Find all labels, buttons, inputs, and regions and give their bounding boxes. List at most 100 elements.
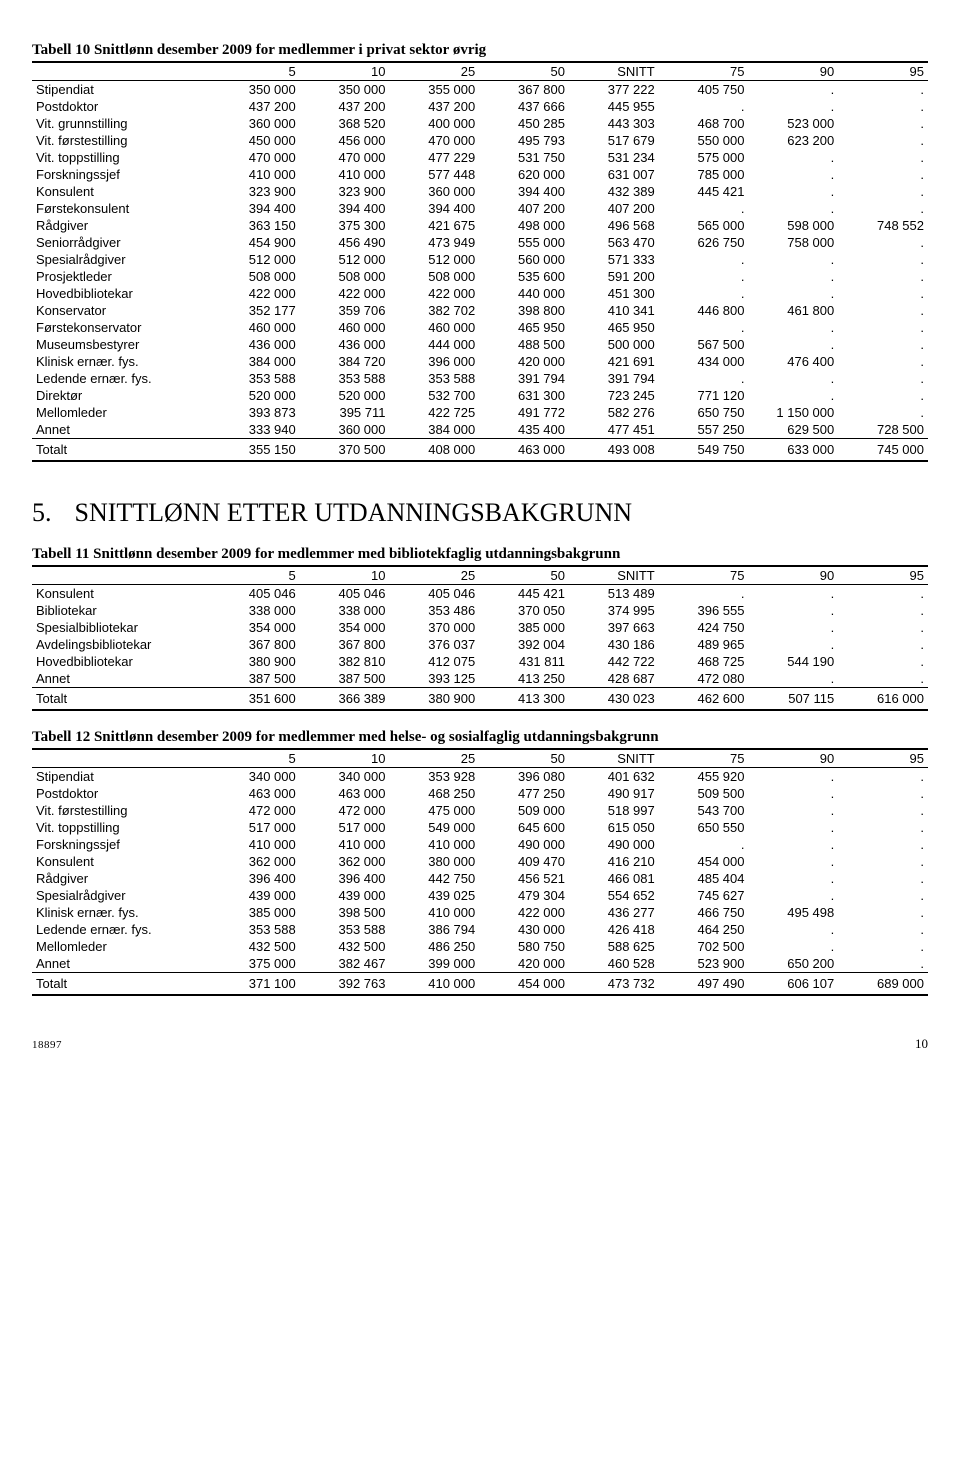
cell: 496 568 <box>569 217 659 234</box>
cell: 410 000 <box>390 904 480 921</box>
cell: . <box>838 887 928 904</box>
cell: 490 000 <box>569 836 659 853</box>
cell: 531 234 <box>569 149 659 166</box>
cell: 410 000 <box>300 836 390 853</box>
cell: 375 000 <box>210 955 300 973</box>
cell: 432 500 <box>300 938 390 955</box>
cell: 477 451 <box>569 421 659 439</box>
cell: 523 000 <box>749 115 839 132</box>
cell: Avdelingsbibliotekar <box>32 636 210 653</box>
cell: 380 900 <box>390 688 480 711</box>
cell: 460 000 <box>390 319 480 336</box>
cell: . <box>749 285 839 302</box>
table-row: Konsulent405 046405 046405 046445 421513… <box>32 585 928 603</box>
col-header: 95 <box>838 566 928 585</box>
cell: 432 389 <box>569 183 659 200</box>
table-row: Rådgiver363 150375 300421 675498 000496 … <box>32 217 928 234</box>
cell: 470 000 <box>390 132 480 149</box>
cell: 382 810 <box>300 653 390 670</box>
cell: . <box>838 921 928 938</box>
cell: . <box>749 921 839 938</box>
cell: . <box>749 887 839 904</box>
cell: 512 000 <box>210 251 300 268</box>
table-row: Stipendiat350 000350 000355 000367 80037… <box>32 81 928 99</box>
cell: Konsulent <box>32 585 210 603</box>
cell: 465 950 <box>569 319 659 336</box>
cell: . <box>838 404 928 421</box>
cell: Spesialbibliotekar <box>32 619 210 636</box>
cell: 549 750 <box>659 439 749 462</box>
cell: . <box>749 166 839 183</box>
cell: 633 000 <box>749 439 839 462</box>
cell: 422 000 <box>390 285 480 302</box>
cell: 554 652 <box>569 887 659 904</box>
cell: 645 600 <box>479 819 569 836</box>
cell: . <box>838 81 928 99</box>
cell: 422 000 <box>479 904 569 921</box>
cell: . <box>659 98 749 115</box>
cell: 520 000 <box>210 387 300 404</box>
cell: 477 250 <box>479 785 569 802</box>
cell: . <box>838 149 928 166</box>
cell: . <box>749 183 839 200</box>
cell: 396 555 <box>659 602 749 619</box>
cell: . <box>749 370 839 387</box>
cell: 486 250 <box>390 938 480 955</box>
cell: 350 000 <box>300 81 390 99</box>
cell: 439 025 <box>390 887 480 904</box>
cell: Forskningssjef <box>32 166 210 183</box>
cell: Totalt <box>32 688 210 711</box>
cell: 454 000 <box>479 973 569 996</box>
footer-page-number: 10 <box>915 1036 928 1052</box>
total-row: Totalt355 150370 500408 000463 000493 00… <box>32 439 928 462</box>
cell: Vit. førstestilling <box>32 132 210 149</box>
col-header <box>32 62 210 81</box>
cell: 517 000 <box>210 819 300 836</box>
col-header: 90 <box>749 749 839 768</box>
table-row: Mellomleder393 873395 711422 725491 7725… <box>32 404 928 421</box>
table-row: Spesialbibliotekar354 000354 000370 0003… <box>32 619 928 636</box>
cell: 523 900 <box>659 955 749 973</box>
cell: Direktør <box>32 387 210 404</box>
cell: 386 794 <box>390 921 480 938</box>
cell: Annet <box>32 421 210 439</box>
col-header: 95 <box>838 749 928 768</box>
col-header: 10 <box>300 749 390 768</box>
cell: . <box>838 602 928 619</box>
cell: Ledende ernær. fys. <box>32 370 210 387</box>
cell: 446 800 <box>659 302 749 319</box>
cell: 398 800 <box>479 302 569 319</box>
cell: 413 250 <box>479 670 569 688</box>
cell: 354 000 <box>210 619 300 636</box>
table-row: Forskningssjef410 000410 000410 000490 0… <box>32 836 928 853</box>
cell: 508 000 <box>210 268 300 285</box>
cell: 748 552 <box>838 217 928 234</box>
cell: 353 486 <box>390 602 480 619</box>
col-header: 5 <box>210 749 300 768</box>
cell: 385 000 <box>479 619 569 636</box>
table-row: Konsulent323 900323 900360 000394 400432… <box>32 183 928 200</box>
cell: Stipendiat <box>32 81 210 99</box>
cell: . <box>838 200 928 217</box>
cell: Klinisk ernær. fys. <box>32 904 210 921</box>
cell: 420 000 <box>479 353 569 370</box>
cell: . <box>749 336 839 353</box>
cell: . <box>749 870 839 887</box>
cell: 435 400 <box>479 421 569 439</box>
cell: 563 470 <box>569 234 659 251</box>
cell: . <box>749 149 839 166</box>
cell: . <box>749 602 839 619</box>
cell: 577 448 <box>390 166 480 183</box>
table-row: Forskningssjef410 000410 000577 448620 0… <box>32 166 928 183</box>
cell: 758 000 <box>749 234 839 251</box>
cell: Totalt <box>32 973 210 996</box>
cell: 567 500 <box>659 336 749 353</box>
cell: 493 008 <box>569 439 659 462</box>
cell: Seniorrådgiver <box>32 234 210 251</box>
cell: 517 679 <box>569 132 659 149</box>
cell: 565 000 <box>659 217 749 234</box>
cell: 421 675 <box>390 217 480 234</box>
cell: 352 177 <box>210 302 300 319</box>
cell: 440 000 <box>479 285 569 302</box>
cell: Konservator <box>32 302 210 319</box>
